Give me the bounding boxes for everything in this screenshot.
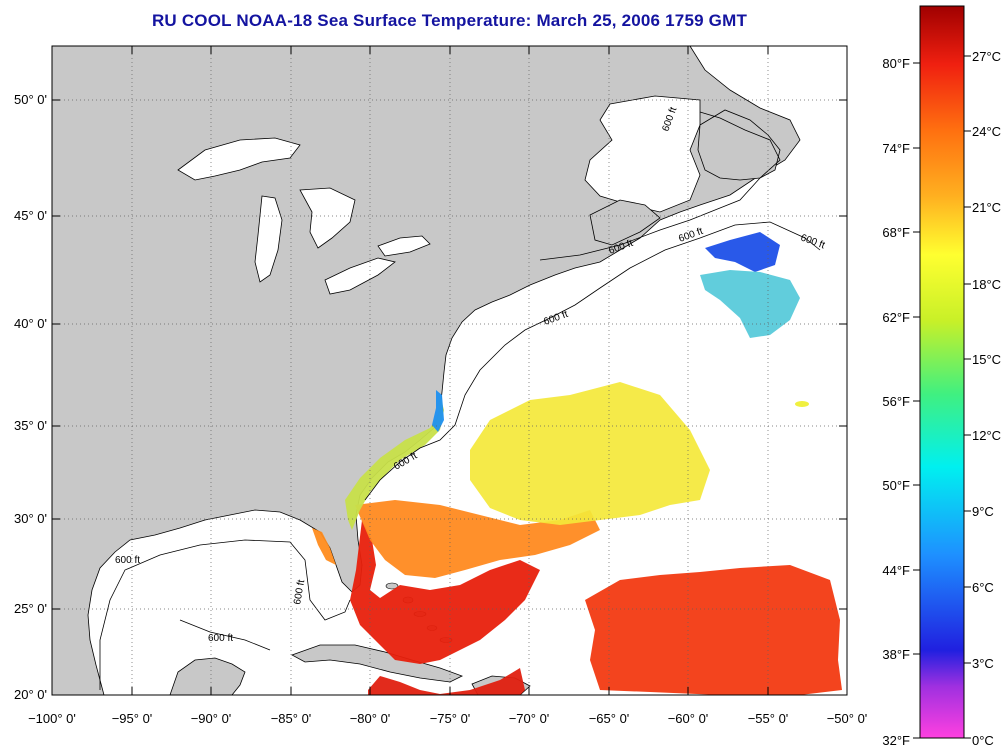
contour-label-gulf: 600 ft (115, 555, 140, 566)
sst-field (312, 232, 842, 695)
colorbar-label-fahrenheit: 50°F (882, 478, 910, 493)
sst-gulf-stream-warm (350, 520, 540, 664)
colorbar-ticks (913, 55, 971, 739)
sst-florida-strip (312, 528, 336, 565)
colorbar-label-celsius: 18°C (972, 277, 1001, 292)
colorbar-label-celsius: 0°C (972, 733, 994, 748)
colorbar (919, 5, 965, 739)
lon-label: −80° 0' (350, 711, 391, 726)
lon-label: −85° 0' (271, 711, 312, 726)
lat-label: 20° 0' (14, 687, 47, 702)
contour-label-florida: 600 ft (292, 579, 307, 606)
lat-label: 30° 0' (14, 511, 47, 526)
sst-caribbean-warm (368, 668, 525, 695)
colorbar-label-celsius: 21°C (972, 200, 1001, 215)
lon-label: −55° 0' (748, 711, 789, 726)
map-title: RU COOL NOAA-18 Sea Surface Temperature:… (151, 11, 748, 30)
land-newfoundland (697, 109, 781, 181)
sst-coastal-cold (432, 390, 444, 432)
colorbar-label-fahrenheit: 62°F (882, 310, 910, 325)
lake-erie (324, 257, 396, 295)
contour-label-gulf-south: 600 ft (208, 633, 233, 644)
colorbar-label-celsius: 27°C (972, 49, 1001, 64)
sst-coastal-gradient (345, 395, 444, 530)
lon-label: −95° 0' (112, 711, 153, 726)
lon-label: −100° 0' (28, 711, 76, 726)
lat-label: 40° 0' (14, 316, 47, 331)
gulf-st-lawrence (584, 95, 701, 213)
land-nova-scotia (589, 199, 661, 246)
sst-atlantic-warm-south (585, 565, 842, 695)
colorbar-label-celsius: 3°C (972, 656, 994, 671)
sst-small-yellow-patch (795, 401, 809, 407)
colorbar-label-celsius: 15°C (972, 352, 1001, 367)
lat-label: 35° 0' (14, 418, 47, 433)
land-cuba (291, 644, 464, 683)
lon-label: −75° 0' (430, 711, 471, 726)
colorbar-label-fahrenheit: 74°F (882, 141, 910, 156)
lon-label: −70° 0' (509, 711, 550, 726)
colorbar-label-fahrenheit: 68°F (882, 225, 910, 240)
graticule (52, 46, 847, 695)
lat-label: 45° 0' (14, 208, 47, 223)
sst-newfoundland-cyan (700, 270, 800, 338)
colorbar-label-fahrenheit: 32°F (882, 733, 910, 748)
lat-label: 50° 0' (14, 92, 47, 107)
sst-newfoundland-blue (705, 232, 780, 272)
colorbar-label-fahrenheit: 56°F (882, 394, 910, 409)
colorbar-label-celsius: 9°C (972, 504, 994, 519)
colorbar-label-celsius: 12°C (972, 428, 1001, 443)
lon-label: −65° 0' (589, 711, 630, 726)
land-yucatan (169, 657, 246, 695)
lake-superior (177, 137, 301, 181)
lat-label: 25° 0' (14, 601, 47, 616)
lake-michigan (254, 195, 283, 283)
lon-label: −60° 0' (668, 711, 709, 726)
colorbar-label-fahrenheit: 44°F (882, 563, 910, 578)
lake-ontario (377, 235, 431, 257)
lake-huron (299, 187, 356, 249)
sst-orange-band (355, 500, 600, 578)
colorbar-label-celsius: 6°C (972, 580, 994, 595)
colorbar-label-fahrenheit: 38°F (882, 647, 910, 662)
lon-label: −50° 0' (827, 711, 868, 726)
colorbar-label-celsius: 24°C (972, 124, 1001, 139)
axis-ticks (52, 46, 847, 695)
lon-label: −90° 0' (191, 711, 232, 726)
colorbar-label-fahrenheit: 80°F (882, 56, 910, 71)
sst-yellow-subtropical (470, 382, 710, 525)
bathymetry-contour (99, 111, 821, 690)
